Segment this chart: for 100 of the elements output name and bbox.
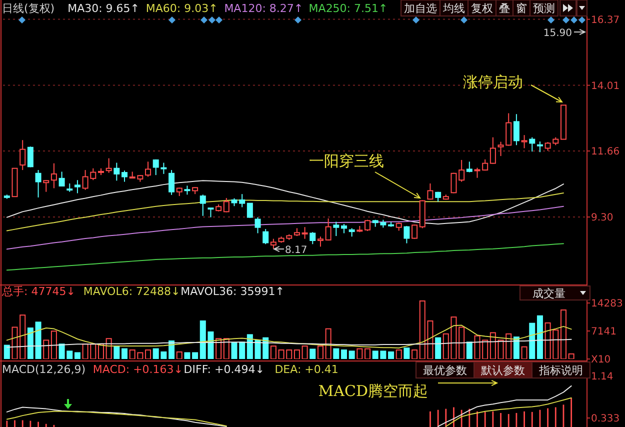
annotation: 8.17 [285,245,308,256]
annotation: 涨停启动 [463,73,523,91]
candlestick [122,170,128,182]
bar [122,348,128,359]
annotation: 复权 [471,2,493,15]
bar [490,332,496,359]
candlestick [27,146,34,168]
candlestick [254,216,261,234]
line-series [6,324,572,349]
text: MA120: 8.27↑ [224,2,304,15]
bar [302,346,308,359]
candlestick [340,223,347,234]
text: MAVOL6: 72488↓ [83,285,180,298]
annotation: 预测 [533,2,555,15]
bar [98,344,104,359]
candlestick [152,158,159,176]
candlestick [317,236,324,248]
text: MA30: 9.65↑ [68,2,140,15]
candlestick [223,197,230,213]
bar [521,346,528,359]
candlestick [521,134,528,149]
y-tick-label: 14.01 [591,80,620,92]
text: MA250: 7.51↑ [308,2,388,15]
bar [145,349,152,359]
candlestick [302,226,308,240]
annotation: 加自选 [404,2,437,15]
bar [294,349,300,359]
bar [176,351,182,359]
candlestick [20,140,26,171]
candlestick [536,141,543,153]
bar [74,352,80,359]
candlestick [404,225,410,244]
bar [364,348,371,359]
annotation: 15.90 [543,28,572,39]
candlestick [145,161,152,178]
bar [239,342,246,359]
candlestick [239,194,246,208]
y-tick-label: 16.37 [591,14,620,26]
y-tick-label: 1.14 [591,372,614,383]
bar [192,352,198,359]
bar [35,322,42,359]
line-series [6,192,564,232]
bar [513,336,520,359]
annotation: 成交量 [532,287,566,300]
candlestick [35,170,42,198]
bar [310,348,316,359]
bar [340,349,347,359]
bar [435,337,442,359]
candlestick [262,228,269,245]
chart-title: MACD(12,26,9) [2,363,86,376]
candlestick [490,136,496,164]
y-tick-label: 9.30 [591,212,614,224]
y-tick-label: 7141 [591,326,616,338]
bar [466,342,472,359]
bar [317,346,324,359]
text: 总手: 47745↓ [1,285,76,298]
text: DEA: +0.41 [274,363,338,376]
candlestick [50,162,57,189]
annotation: MACD腾空而起 [318,382,428,400]
bar [27,328,34,359]
candlestick [325,218,332,241]
bar [412,349,418,359]
bar [560,309,566,359]
candlestick [106,158,112,174]
annotation: 叠 [499,2,510,15]
y-tick-label: X10 [591,354,611,366]
bar [529,322,536,359]
annotation: 窗 [516,2,527,15]
bar [4,344,10,359]
bar [106,338,112,359]
bar [223,338,230,359]
bar [270,346,276,359]
y-tick-label: 11.66 [591,146,620,158]
candlestick [310,232,316,245]
candlestick [208,207,214,218]
bar [246,334,253,359]
text: MA60: 9.03↑ [146,2,218,15]
candlestick [513,114,520,146]
candlestick [412,224,418,240]
bar [50,330,57,359]
bar [43,340,50,359]
bar [333,348,340,359]
candlestick [160,162,167,174]
bar [114,346,120,359]
candlestick [168,170,175,196]
candlestick [333,221,340,237]
chart-title: 日线(复权) [2,2,55,15]
text: MACD: +0.163↓ [92,363,184,376]
candlestick [200,194,206,216]
candlestick [466,161,472,173]
line-series [6,243,564,271]
annotation: 默认参数 [480,364,525,377]
candlestick [114,162,120,182]
bar [184,352,190,359]
candlestick [58,171,65,187]
bar [231,342,238,359]
candlestick [529,136,536,152]
annotation: 指标说明 [538,364,583,377]
text: DIFF: +0.494↓ [184,363,264,376]
bar [404,348,410,359]
